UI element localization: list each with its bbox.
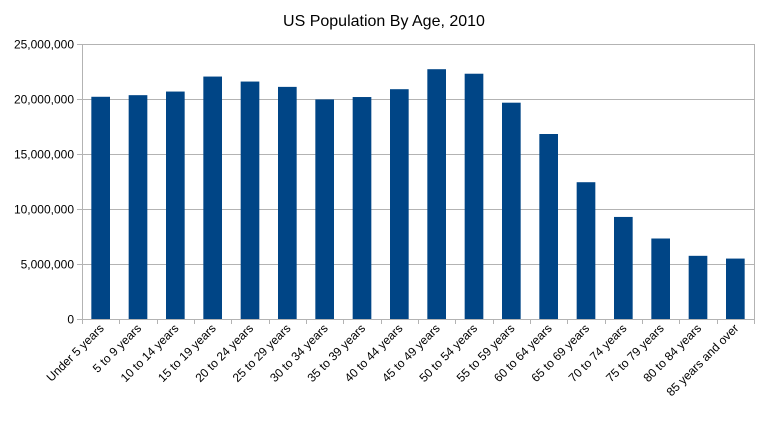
bars <box>91 69 745 320</box>
bar <box>539 134 558 319</box>
y-tick-label: 5,000,000 <box>21 258 75 272</box>
y-tick-label: 0 <box>67 313 74 327</box>
bar <box>240 81 260 319</box>
bar <box>651 238 670 319</box>
bar <box>352 97 372 319</box>
chart-title: US Population By Age, 2010 <box>283 13 485 30</box>
bar <box>464 73 484 319</box>
bar <box>502 102 521 320</box>
bar <box>203 76 222 319</box>
bar <box>315 99 334 320</box>
y-tick-label: 10,000,000 <box>14 203 74 217</box>
gridlines <box>77 44 755 324</box>
x-tick-label: 85 years and over <box>664 321 742 399</box>
bar <box>128 95 148 320</box>
bar <box>427 69 446 319</box>
bar <box>726 258 745 319</box>
bar <box>576 182 596 319</box>
bar <box>390 89 409 319</box>
y-tick-label: 20,000,000 <box>14 93 74 107</box>
y-tick-label: 15,000,000 <box>14 148 74 162</box>
y-axis-ticks: 0 5,000,000 10,000,000 15,000,000 20,000,000… <box>14 38 74 327</box>
y-tick-label: 25,000,000 <box>14 38 74 52</box>
x-tick-label: Under 5 years <box>44 321 107 384</box>
bar <box>688 255 708 319</box>
bar <box>614 216 633 319</box>
bar <box>278 86 297 319</box>
bar <box>91 96 110 319</box>
bar <box>166 91 185 319</box>
